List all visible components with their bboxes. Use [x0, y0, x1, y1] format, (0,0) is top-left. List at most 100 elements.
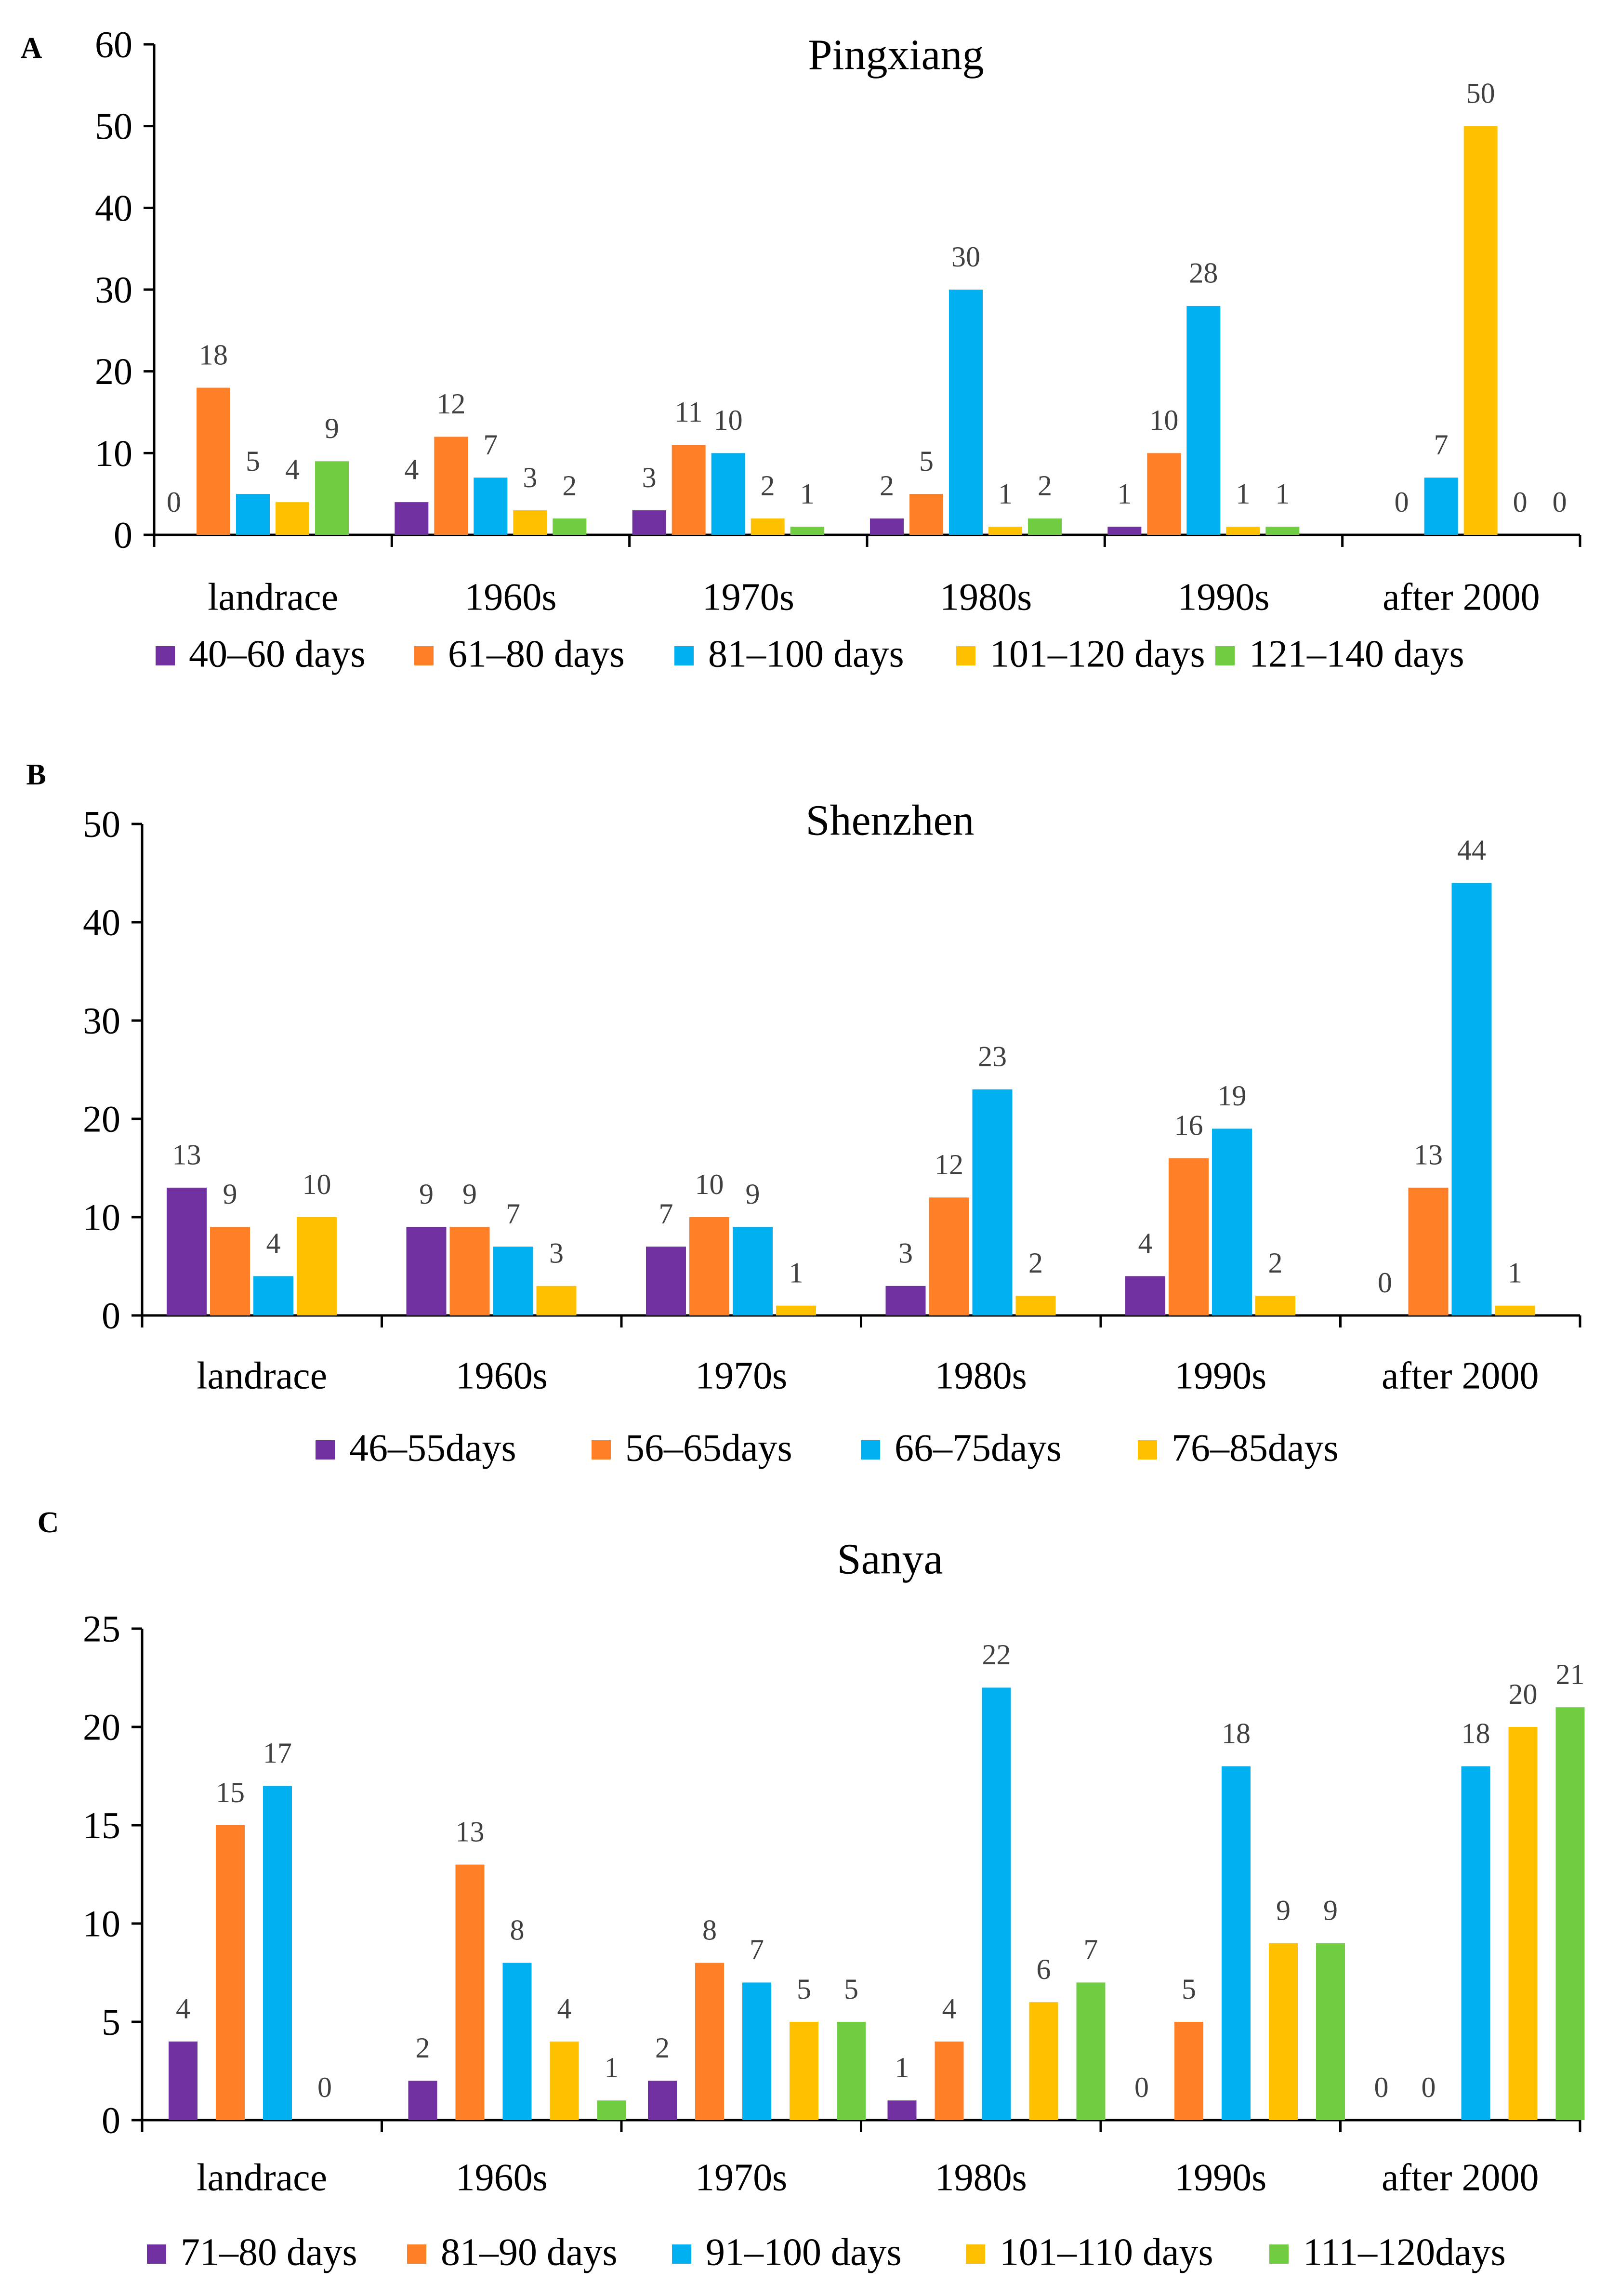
bar [474, 478, 508, 535]
data-label: 5 [844, 1973, 858, 2005]
legend-label: 66–75days [895, 1427, 1062, 1469]
data-label: 3 [523, 462, 537, 493]
data-label: 1 [998, 478, 1013, 510]
data-label: 1 [800, 478, 815, 510]
chart-title: Sanya [837, 1536, 943, 1583]
bar [776, 1305, 816, 1315]
data-label: 0 [1422, 2071, 1436, 2103]
data-label: 0 [1374, 2071, 1389, 2103]
panel-letter: B [26, 758, 46, 791]
bar [449, 1227, 490, 1315]
data-label: 8 [510, 1914, 525, 1946]
bar [513, 510, 547, 535]
data-label: 5 [797, 1973, 811, 2005]
data-label: 2 [880, 470, 894, 502]
data-label: 5 [246, 445, 260, 477]
legend-swatch [1269, 2244, 1289, 2264]
x-tick-label: 1960s [456, 2156, 548, 2199]
bar [646, 1247, 686, 1315]
bar [929, 1197, 969, 1315]
legend-swatch [956, 646, 975, 665]
x-tick-label: 1960s [456, 1354, 548, 1397]
legend-swatch [414, 646, 434, 665]
bar [935, 2041, 964, 2120]
bar [870, 518, 904, 535]
bar [1461, 1766, 1490, 2120]
bar [210, 1227, 250, 1315]
data-label: 9 [746, 1178, 760, 1210]
data-label: 0 [1134, 2071, 1149, 2103]
data-label: 5 [1182, 1973, 1196, 2005]
data-label: 9 [1276, 1895, 1291, 1926]
legend-label: 76–85days [1172, 1427, 1339, 1469]
data-label: 18 [199, 339, 228, 371]
y-tick-label: 20 [95, 350, 132, 392]
x-tick-label: landrace [197, 2156, 327, 2199]
y-tick-label: 20 [83, 1706, 120, 1748]
bar [253, 1276, 293, 1315]
bar [1463, 126, 1498, 535]
data-label: 1 [1236, 478, 1250, 510]
data-label: 12 [436, 388, 465, 420]
bar [169, 2041, 198, 2120]
bar [982, 1687, 1011, 2120]
data-label: 4 [285, 453, 300, 485]
x-tick-label: 1970s [695, 1354, 787, 1397]
data-label: 11 [675, 396, 703, 428]
data-label: 1 [605, 2052, 619, 2084]
bar [1076, 1982, 1106, 2120]
bar [742, 1982, 771, 2120]
bar [672, 445, 706, 535]
bar [1147, 453, 1181, 535]
bar [1028, 518, 1062, 535]
y-tick-label: 0 [102, 1295, 120, 1337]
bar [972, 1089, 1013, 1315]
bar [297, 1217, 337, 1315]
bar [887, 2100, 917, 2120]
bar [1495, 1305, 1535, 1315]
data-label: 30 [951, 241, 980, 273]
x-tick-label: 1990s [1174, 2156, 1266, 2199]
bar [949, 290, 983, 535]
data-label: 4 [1138, 1227, 1153, 1259]
y-tick-label: 10 [83, 1903, 120, 1945]
bar [550, 2041, 579, 2120]
y-tick-label: 10 [95, 432, 132, 474]
data-label: 17 [263, 1737, 292, 1769]
data-label: 4 [266, 1227, 281, 1259]
data-label: 10 [714, 404, 743, 436]
bar [837, 2022, 866, 2120]
data-label: 8 [702, 1914, 717, 1946]
legend-swatch [592, 1440, 611, 1460]
data-label: 2 [416, 2032, 430, 2064]
data-label: 13 [1414, 1139, 1443, 1171]
data-label: 18 [1462, 1717, 1490, 1749]
y-tick-label: 30 [83, 1000, 120, 1042]
bar [493, 1247, 533, 1315]
legend-swatch [156, 646, 175, 665]
bar [909, 494, 943, 535]
x-tick-label: 1980s [940, 576, 1032, 618]
legend-swatch [672, 2244, 691, 2264]
legend-swatch [674, 646, 694, 665]
data-label: 2 [1268, 1247, 1283, 1279]
legend-label: 61–80 days [448, 633, 625, 675]
data-label: 7 [1084, 1934, 1098, 1965]
x-tick-label: 1970s [695, 2156, 787, 2199]
chart-title: Shenzhen [806, 797, 975, 845]
bar [1125, 1276, 1165, 1315]
bar [1174, 2022, 1203, 2120]
y-tick-label: 50 [83, 803, 120, 845]
legend-label: 81–100 days [708, 633, 904, 675]
data-label: 9 [1323, 1895, 1338, 1926]
bar [689, 1217, 729, 1315]
bar [406, 1227, 447, 1315]
data-label: 4 [557, 1993, 572, 2025]
bar [395, 502, 429, 535]
legend-swatch [147, 2244, 166, 2264]
data-label: 23 [978, 1041, 1007, 1073]
x-tick-label: after 2000 [1382, 1354, 1539, 1397]
data-label: 44 [1457, 834, 1486, 866]
